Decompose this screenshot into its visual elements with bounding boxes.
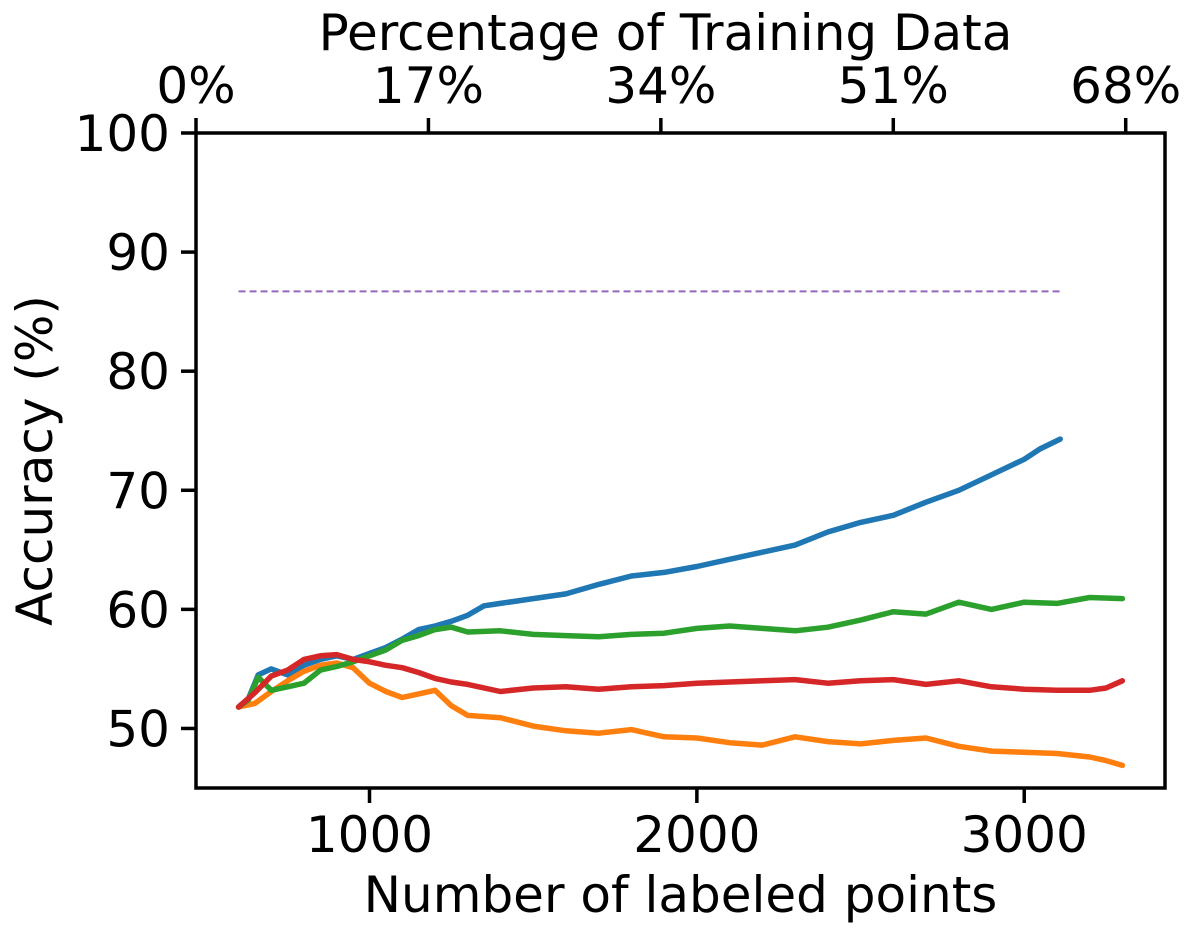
x-axis-label: Number of labeled points xyxy=(364,866,998,924)
y-axis-label: Accuracy (%) xyxy=(6,295,64,626)
top-x-tick-label: 0% xyxy=(156,57,235,115)
y-tick-label: 80 xyxy=(106,343,170,401)
y-tick-label: 60 xyxy=(106,581,170,639)
series-layer xyxy=(235,290,1126,769)
top-x-tick-label: 34% xyxy=(605,57,716,115)
y-tick-label: 100 xyxy=(75,105,170,163)
x-tick-label: 2000 xyxy=(633,806,760,864)
series-line-4 xyxy=(235,651,1126,710)
axes-layer: 1000 2000 3000 50 60 70 80 90 1000% 17% 34% 51% 68% xyxy=(75,57,1182,864)
top-x-tick-label: 51% xyxy=(838,57,949,115)
series-line-3 xyxy=(235,594,1126,710)
y-tick-label: 90 xyxy=(106,224,170,282)
y-tick-label: 70 xyxy=(106,462,170,520)
y-tick-label: 50 xyxy=(106,700,170,758)
series-line-1 xyxy=(235,436,1063,710)
x-tick-label: 3000 xyxy=(961,806,1088,864)
x-tick-label: 1000 xyxy=(306,806,433,864)
top-x-tick-label: 68% xyxy=(1070,57,1181,115)
top-x-axis-label: Percentage of Training Data xyxy=(319,4,1013,62)
series-line-2 xyxy=(235,660,1126,769)
top-x-tick-label: 17% xyxy=(373,57,484,115)
plot-frame xyxy=(194,131,1167,790)
